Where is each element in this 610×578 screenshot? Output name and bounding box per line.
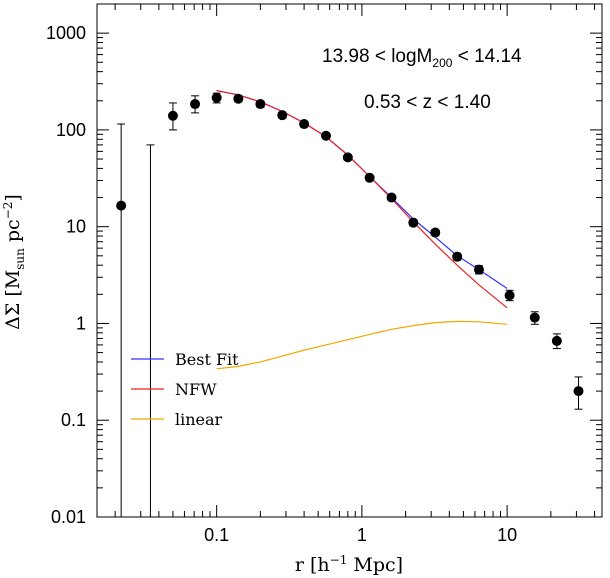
plot-frame [96,3,603,518]
y-label-post: ] [2,194,24,201]
data-point [573,386,584,397]
y-label-mid: pc [2,219,24,248]
data-point [320,130,331,141]
data-point [504,290,515,301]
y-tick-label: 0.1 [61,410,86,430]
data-point [529,312,540,323]
y-axis-label: ΔΣ [Msun pc−2] [1,194,27,330]
redshift-range-annotation: 0.53 < z < 1.40 [364,92,491,113]
y-label-sup: −2 [1,202,15,220]
tick-labels: 0.1 1 10 0.01 0.1 1 10 100 1000 [46,23,517,545]
data-points [116,92,584,397]
mass-range-annotation: 13.98 < logM200 < 14.14 [322,46,522,70]
x-label-pre: r [h [295,554,330,576]
data-point [342,152,353,163]
data-point [190,99,201,110]
data-point [408,217,419,228]
data-point [473,264,484,275]
data-point [255,99,266,110]
data-point [386,192,397,203]
data-point [430,227,441,238]
y-tick-label: 100 [56,120,86,140]
data-point [277,110,288,121]
axis-ticks [97,3,602,518]
y-label-pre: ΔΣ [M [2,270,24,330]
model-curves [216,89,508,370]
mass-range-sub: 200 [432,56,452,70]
mass-range-post: < 14.14 [452,46,522,67]
x-tick-label: 10 [497,525,517,545]
data-point [116,200,127,211]
x-axis-label: r [h−1 Mpc] [295,553,403,576]
legend-label-best-fit: Best Fit [175,350,239,369]
mass-range-pre: 13.98 < logM [322,46,432,67]
y-tick-label: 10 [66,217,86,237]
y-tick-label: 1000 [46,23,86,43]
y-label-sub: sun [13,248,27,270]
legend-label-nfw: NFW [175,380,217,399]
data-point [211,92,222,103]
legend-label-linear: linear [175,410,223,429]
curve-best-fit [216,89,508,289]
y-tick-label: 0.01 [51,507,86,527]
curve-nfw [216,89,508,309]
data-point [299,119,310,130]
curve-linear [216,320,508,370]
x-label-post: Mpc] [347,554,403,576]
x-label-sup: −1 [330,553,348,567]
redshift-range-text: 0.53 < z < 1.40 [364,92,491,113]
x-tick-label: 1 [357,525,367,545]
x-tick-label: 0.1 [204,525,229,545]
y-tick-label: 1 [76,313,86,333]
data-point [364,172,375,183]
data-point [452,251,463,262]
data-point [167,110,178,121]
data-point [233,93,244,104]
data-point [551,335,562,346]
legend: Best Fit NFW linear [131,350,239,429]
